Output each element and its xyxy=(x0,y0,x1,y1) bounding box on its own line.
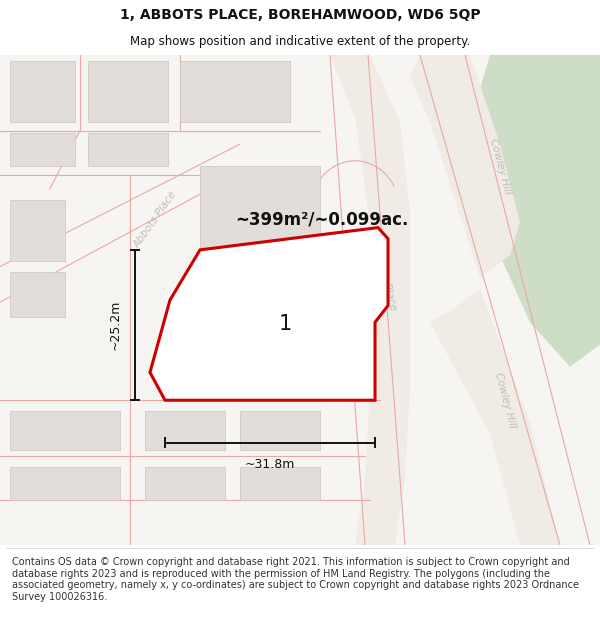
Bar xyxy=(10,467,120,501)
Text: 1: 1 xyxy=(278,314,292,334)
Bar xyxy=(88,133,168,166)
Polygon shape xyxy=(410,55,520,278)
Text: 1, ABBOTS PLACE, BOREHAMWOOD, WD6 5QP: 1, ABBOTS PLACE, BOREHAMWOOD, WD6 5QP xyxy=(119,8,481,22)
Bar xyxy=(210,339,290,389)
Polygon shape xyxy=(470,55,600,367)
Polygon shape xyxy=(430,289,560,545)
Text: ~31.8m: ~31.8m xyxy=(245,458,295,471)
Text: ~399m²/~0.099ac.: ~399m²/~0.099ac. xyxy=(235,211,409,229)
Bar xyxy=(10,133,75,166)
Bar xyxy=(145,411,225,451)
Bar xyxy=(180,61,290,122)
Text: Abbots Place: Abbots Place xyxy=(131,189,178,250)
Bar xyxy=(240,467,320,501)
Bar xyxy=(200,166,320,250)
Text: Cowley Hill: Cowley Hill xyxy=(488,138,512,195)
Text: Map shows position and indicative extent of the property.: Map shows position and indicative extent… xyxy=(130,35,470,48)
Text: Abbots Place: Abbots Place xyxy=(371,244,398,311)
Polygon shape xyxy=(330,55,410,545)
Bar xyxy=(10,61,75,122)
Bar xyxy=(10,200,65,261)
Bar xyxy=(10,272,65,317)
Text: ~25.2m: ~25.2m xyxy=(109,300,121,350)
Bar xyxy=(88,61,168,122)
Text: Contains OS data © Crown copyright and database right 2021. This information is : Contains OS data © Crown copyright and d… xyxy=(12,557,579,602)
Bar xyxy=(145,467,225,501)
Text: Cowley Hill: Cowley Hill xyxy=(493,371,517,429)
Bar xyxy=(205,261,300,328)
Bar xyxy=(240,411,320,451)
Bar xyxy=(10,411,120,451)
Polygon shape xyxy=(150,228,388,400)
